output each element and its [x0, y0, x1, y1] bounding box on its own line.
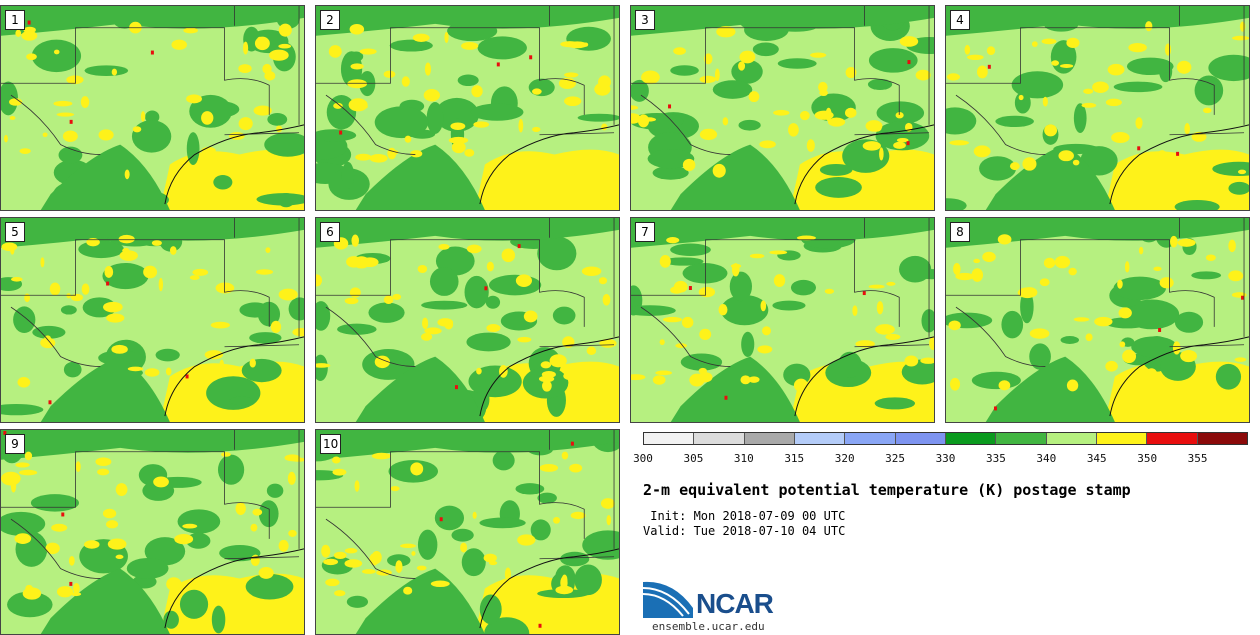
map-panel-9: 9: [0, 429, 305, 635]
panel-number: 6: [320, 222, 340, 242]
colorbar-tick-label: 310: [733, 452, 754, 465]
colorbar-segment: [644, 433, 695, 444]
panel-number: 2: [320, 10, 340, 30]
map-panel-3: 3: [630, 5, 935, 211]
panel-number: 5: [5, 222, 25, 242]
panel-number: 3: [635, 10, 655, 30]
colorbar: [643, 432, 1248, 445]
colorbar-segment: [1046, 433, 1097, 444]
map-panel-4: 4: [945, 5, 1250, 211]
map-panel-1: 1: [0, 5, 305, 211]
colorbar-segment: [1096, 433, 1148, 444]
colorbar-segment: [945, 433, 997, 444]
map-panel-7: 7: [630, 217, 935, 423]
colorbar-tick-label: 350: [1137, 452, 1158, 465]
colorbar-tick-label: 335: [985, 452, 1006, 465]
colorbar-tick-label: 325: [885, 452, 906, 465]
colorbar-segment: [794, 433, 846, 444]
init-time: Init: Mon 2018-07-09 00 UTC: [643, 509, 846, 523]
map-panel-5: 5: [0, 217, 305, 423]
panel-number: 4: [950, 10, 970, 30]
site-url: ensemble.ucar.edu: [652, 620, 765, 633]
colorbar-tick-label: 330: [935, 452, 956, 465]
colorbar-tick-label: 305: [683, 452, 704, 465]
panel-number: 7: [635, 222, 655, 242]
ncar-logo-icon: [643, 581, 693, 618]
colorbar-tick-label: 300: [633, 452, 653, 465]
map-panel-10: 10: [315, 429, 620, 635]
colorbar-tick-label: 345: [1086, 452, 1107, 465]
panel-number: 1: [5, 10, 25, 30]
colorbar-tick-label: 315: [784, 452, 805, 465]
map-panel-6: 6: [315, 217, 620, 423]
valid-time: Valid: Tue 2018-07-10 04 UTC: [643, 524, 846, 538]
colorbar-tick-label: 355: [1187, 452, 1208, 465]
colorbar-segment: [1197, 433, 1247, 444]
colorbar-segment: [996, 433, 1047, 444]
map-panel-8: 8: [945, 217, 1250, 423]
map-panel-2: 2: [315, 5, 620, 211]
panel-number: 10: [320, 434, 342, 454]
colorbar-tick-label: 320: [834, 452, 855, 465]
colorbar-segment: [895, 433, 946, 444]
panel-number: 8: [950, 222, 970, 242]
ncar-logo-text: NCAR: [696, 588, 774, 619]
colorbar-segment: [744, 433, 795, 444]
colorbar-segment: [1147, 433, 1198, 444]
colorbar-segment: [694, 433, 745, 444]
panel-number: 9: [5, 434, 25, 454]
plot-title: 2-m equivalent potential temperature (K)…: [643, 481, 1131, 499]
colorbar-segment: [845, 433, 896, 444]
colorbar-tick-label: 340: [1036, 452, 1057, 465]
